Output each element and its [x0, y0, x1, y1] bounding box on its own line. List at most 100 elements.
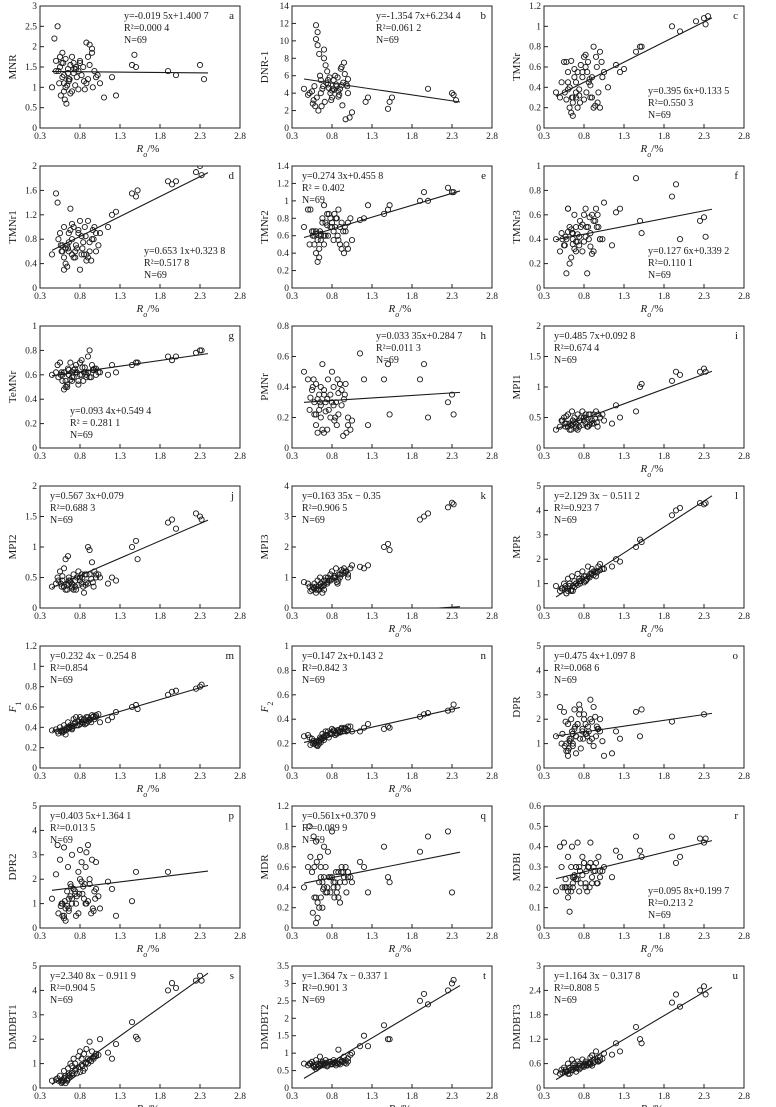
data-point — [599, 868, 606, 875]
data-point — [128, 1019, 136, 1026]
annotation-line: R²=0.000 4 — [124, 23, 169, 34]
y-tick-label: 1 — [284, 822, 289, 832]
data-point — [566, 735, 573, 742]
data-point — [322, 399, 329, 406]
data-point — [580, 735, 587, 742]
y-axis-label: MNR — [7, 54, 19, 80]
x-tick-label: 2.3 — [446, 932, 458, 942]
data-point — [81, 86, 88, 93]
data-point — [342, 568, 349, 575]
data-point — [172, 72, 180, 79]
x-tick-label: 1.3 — [618, 132, 630, 142]
data-point — [564, 888, 572, 895]
data-point — [317, 1061, 324, 1069]
x-tick-label: 2.3 — [698, 132, 710, 142]
data-point — [196, 972, 204, 979]
data-point — [108, 885, 116, 893]
x-axis-label: Ro/% — [640, 1103, 664, 1107]
data-point — [320, 886, 327, 893]
data-point — [128, 898, 136, 905]
data-point — [108, 361, 116, 369]
data-point — [312, 36, 320, 43]
x-tick-label: 1.8 — [154, 612, 166, 622]
x-tick-label: 0.3 — [286, 1092, 298, 1102]
data-point — [307, 394, 314, 401]
data-point — [638, 230, 645, 237]
panel-letter: n — [481, 650, 487, 662]
data-point — [70, 586, 77, 593]
data-point — [309, 232, 316, 239]
data-point — [592, 733, 600, 740]
data-point — [360, 215, 368, 222]
data-point — [318, 103, 325, 110]
data-point — [108, 714, 116, 721]
plot-frame — [291, 165, 493, 289]
x-axis-label: Ro/% — [640, 143, 664, 159]
data-point — [325, 577, 332, 584]
data-point — [564, 587, 572, 594]
data-point — [632, 175, 640, 182]
data-point — [327, 1061, 334, 1068]
data-point — [586, 76, 593, 83]
x-tick-label: 2.3 — [698, 292, 710, 302]
data-point — [64, 888, 71, 895]
data-point — [616, 1048, 624, 1055]
data-point — [702, 500, 709, 507]
data-point — [348, 417, 356, 424]
data-point — [81, 223, 88, 231]
y-tick-label: 0 — [32, 124, 37, 134]
annotation-line: R²=0.842 3 — [302, 663, 347, 674]
data-point — [560, 839, 568, 846]
y-axis-label: TMNr1 — [7, 210, 19, 244]
x-tick-label: 1.3 — [366, 1092, 378, 1102]
data-point — [67, 205, 74, 212]
data-point — [332, 879, 339, 886]
y-tick-label: 1.5 — [277, 1032, 289, 1042]
data-point — [586, 214, 593, 221]
data-point — [364, 1043, 372, 1050]
data-point — [168, 688, 176, 695]
panel-letter: b — [481, 10, 487, 22]
annotation-line: y=0.095 8x+0.199 7 — [648, 886, 729, 897]
annotation-line: y=0.485 7x+0.092 8 — [554, 331, 635, 342]
x-tick-label: 1.8 — [406, 452, 418, 462]
data-point — [334, 580, 341, 587]
y-tick-label: 4 — [284, 89, 289, 99]
y-tick-label: 0.8 — [25, 235, 37, 245]
x-tick-label: 1.3 — [618, 1092, 630, 1102]
data-point — [587, 82, 594, 89]
y-tick-label: 1 — [32, 1060, 37, 1070]
data-point — [54, 199, 61, 206]
annotation-line: y=0.163 35x − 0.35 — [302, 491, 381, 502]
data-point — [64, 70, 72, 77]
data-point — [164, 868, 172, 875]
y-tick-label: 2 — [284, 1014, 289, 1024]
data-point — [70, 223, 77, 231]
y-axis-label: TeMNr — [7, 371, 19, 404]
data-point — [334, 376, 341, 383]
y-tick-label: 0 — [32, 444, 37, 454]
data-point — [594, 99, 601, 106]
data-point — [60, 59, 67, 66]
data-point — [89, 226, 96, 234]
data-point — [58, 369, 65, 376]
data-point — [95, 1052, 102, 1059]
data-point — [84, 353, 92, 360]
data-point — [569, 740, 576, 747]
plot-frame — [39, 325, 241, 449]
fit-line — [51, 172, 209, 251]
data-point — [584, 223, 592, 231]
x-axis-label: Ro/% — [388, 303, 412, 319]
fit-line — [555, 208, 713, 241]
data-point — [569, 112, 576, 119]
y-tick-label: 1.5 — [25, 513, 37, 523]
y-tick-label: 0.6 — [25, 371, 37, 381]
x-tick-label: 1.8 — [658, 1092, 670, 1102]
data-point — [328, 368, 336, 375]
annotation-line: y=0.403 5x+1.364 1 — [50, 811, 131, 822]
data-point — [564, 423, 572, 430]
data-point — [552, 582, 560, 590]
panel-letter: i — [735, 330, 738, 342]
annotation-line: N=69 — [648, 910, 671, 921]
data-point — [346, 114, 353, 121]
